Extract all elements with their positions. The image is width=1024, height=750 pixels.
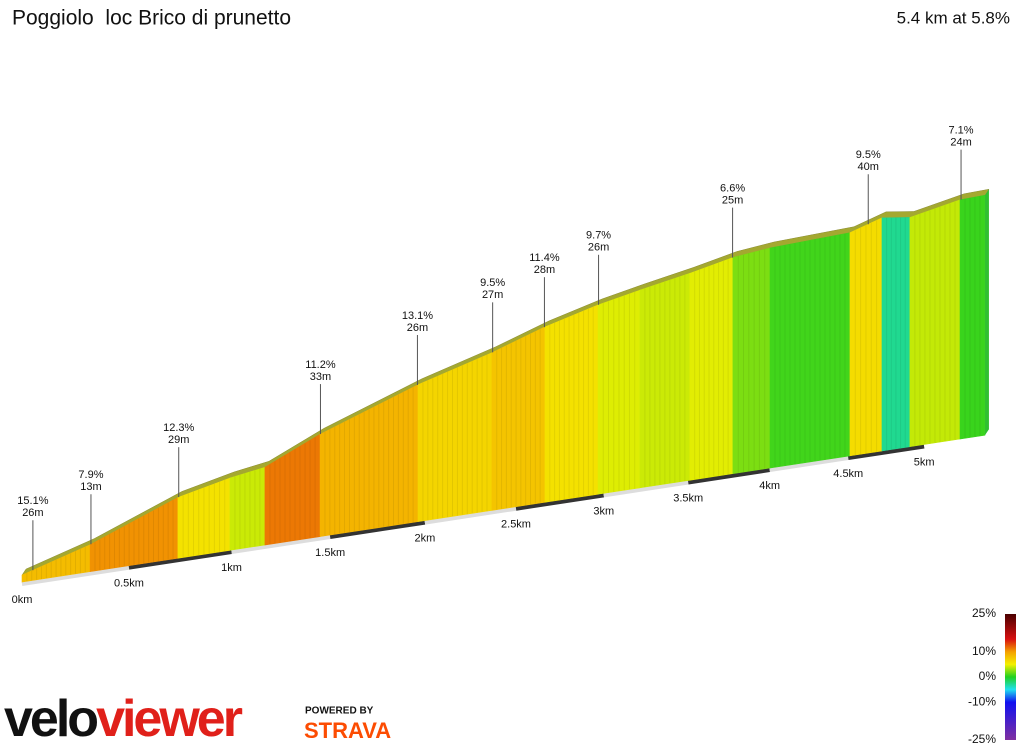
x-tick-label: 3.5km: [673, 492, 703, 504]
climb-length: 27m: [482, 289, 503, 301]
climb-gradient: 15.1%: [17, 495, 48, 507]
x-tick-label: 0.5km: [114, 578, 144, 590]
brand-right: viewer: [96, 690, 243, 748]
distance-band: [847, 444, 925, 461]
x-tick-label: 4km: [759, 480, 780, 492]
x-tick-label: 2km: [414, 533, 435, 545]
profile-end: [984, 189, 989, 436]
climb-gradient: 9.5%: [856, 149, 881, 161]
climb-gradient: 12.3%: [163, 422, 194, 434]
x-tick-label: 4.5km: [833, 468, 863, 480]
distance-band: [128, 550, 232, 570]
profile-segment: [544, 304, 599, 503]
x-tick-label: 1km: [221, 562, 242, 574]
climb-gradient: 6.6%: [720, 183, 745, 195]
x-tick-label: 0km: [12, 594, 33, 606]
distance-band: [687, 468, 770, 485]
climb-length: 13m: [80, 481, 101, 493]
climb-length: 26m: [407, 322, 428, 334]
legend-label: -10%: [968, 694, 996, 708]
chart-title: Poggiolo loc Brico di prunetto: [12, 7, 291, 30]
climb-length: 26m: [588, 242, 609, 254]
distance-band: [424, 506, 517, 525]
distance-band: [769, 456, 849, 473]
climb-gradient: 7.9%: [78, 469, 103, 481]
climb-gradient: 9.7%: [586, 230, 611, 242]
chart-subtitle: 5.4 km at 5.8%: [897, 8, 1010, 27]
climb-length: 26m: [22, 507, 43, 519]
brand-left: velo: [4, 690, 97, 748]
climb-gradient: 11.2%: [305, 359, 336, 371]
climb-gradient: 7.1%: [949, 125, 974, 137]
strava-logo: STRAVA: [304, 718, 391, 743]
brand-logo: veloviewer: [4, 690, 243, 748]
distance-band: [515, 493, 605, 511]
x-tick-label: 5km: [914, 456, 935, 468]
legend-label: 25%: [972, 606, 996, 620]
climb-length: 40m: [858, 161, 879, 173]
climb-length: 29m: [168, 434, 189, 446]
climb-gradient: 13.1%: [402, 310, 433, 322]
profile-segment: [689, 257, 734, 481]
climb-length: 25m: [722, 195, 743, 207]
profile-segment: [491, 326, 546, 511]
x-tick-label: 2.5km: [501, 519, 531, 531]
profile-segment: [264, 433, 321, 546]
legend-bar: [1005, 614, 1016, 740]
climb-length: 28m: [534, 264, 555, 276]
x-tick-label: 1.5km: [315, 547, 345, 559]
distance-band: [329, 520, 426, 540]
powered-by: POWERED BY: [305, 706, 374, 717]
distance-band: [21, 565, 130, 586]
x-tick-label: 3km: [593, 505, 614, 517]
distance-band: [603, 480, 689, 498]
profile-segment: [959, 194, 986, 440]
climb-length: 24m: [950, 137, 971, 149]
climb-gradient: 9.5%: [480, 277, 505, 289]
legend-label: 10%: [972, 644, 996, 658]
climb-length: 33m: [310, 371, 331, 383]
distance-band: [231, 535, 331, 555]
legend-label: 0%: [979, 669, 997, 683]
climb-gradient: 11.4%: [529, 252, 560, 264]
legend-label: -25%: [968, 732, 996, 746]
